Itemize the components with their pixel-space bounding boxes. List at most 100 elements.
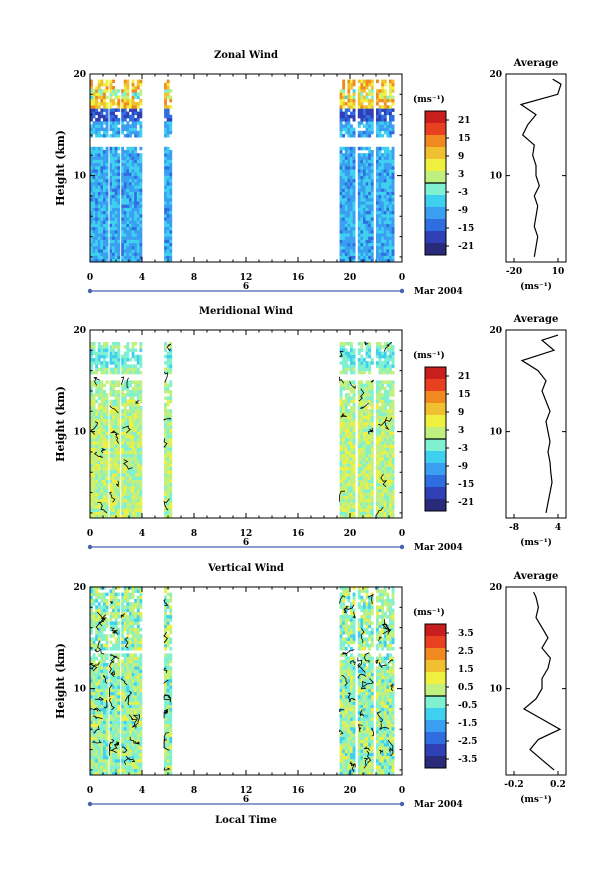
heatmap-cell [368, 258, 372, 263]
heatmap-cell [136, 169, 140, 173]
heatmap-cell [347, 511, 351, 516]
heatmap-cell [347, 444, 351, 448]
heatmap-cell [114, 765, 118, 769]
heatmap-cell [103, 704, 106, 709]
heatmap-cell [391, 114, 395, 119]
heatmap-cell [126, 418, 130, 423]
heatmap-cell [360, 386, 364, 391]
heatmap-cell [92, 759, 96, 763]
heatmap-cell [112, 124, 115, 128]
heatmap-cell [121, 111, 125, 116]
heatmap-cell [131, 489, 135, 493]
heatmap-cell [105, 444, 109, 448]
heatmap-cell [381, 450, 385, 455]
heatmap-cell [363, 230, 366, 234]
heatmap-cell [164, 252, 167, 256]
heatmap-cell [97, 454, 101, 458]
heatmap-cell [365, 345, 369, 349]
heatmap-cell [112, 380, 115, 384]
heatmap-cell [365, 409, 369, 413]
heatmap-cell [95, 178, 99, 183]
heatmap-cell [166, 249, 170, 253]
heatmap-cell [360, 169, 364, 173]
heatmap-cell [350, 415, 353, 420]
heatmap-cell [391, 194, 395, 199]
heatmap-cell [121, 201, 125, 205]
heatmap-cell [92, 743, 96, 747]
heatmap-cell [95, 412, 99, 416]
heatmap-cell [117, 354, 121, 359]
heatmap-cell [378, 223, 382, 228]
heatmap-cell [386, 182, 390, 186]
heatmap-cell [97, 86, 101, 90]
heatmap-cell [368, 249, 372, 253]
heatmap-cell [370, 466, 374, 471]
heatmap-cell [95, 108, 99, 112]
heatmap-cell [350, 194, 353, 199]
heatmap-cell [100, 663, 104, 667]
heatmap-cell [169, 236, 173, 240]
heatmap-cell [97, 188, 101, 192]
heatmap-cell [97, 438, 101, 442]
heatmap-cell [360, 239, 364, 244]
heatmap-cell [97, 182, 101, 186]
heatmap-cell [344, 486, 348, 490]
heatmap-cell [386, 201, 390, 205]
heatmap-cell [350, 489, 353, 493]
heatmap-cell [365, 255, 369, 260]
heatmap-cell [121, 762, 125, 766]
heatmap-cell [352, 210, 356, 215]
heatmap-cell [117, 367, 121, 372]
heatmap-cell [378, 108, 382, 112]
heatmap-cell [164, 153, 167, 157]
heatmap-cell [391, 418, 395, 423]
heatmap-cell [339, 198, 343, 202]
heatmap-cell [368, 495, 372, 500]
heatmap-cell [166, 159, 170, 164]
heatmap-cell [365, 182, 369, 186]
heatmap-cell [90, 675, 93, 680]
heatmap-cell [90, 691, 93, 696]
heatmap-cell [95, 367, 99, 372]
heatmap-cell [350, 159, 353, 164]
heatmap-cell [95, 647, 99, 651]
heatmap-cell [376, 463, 379, 468]
heatmap-cell [386, 98, 390, 103]
heatmap-cell [95, 214, 99, 218]
heatmap-cell [97, 441, 101, 445]
heatmap-cell [114, 711, 118, 715]
heatmap-cell [169, 223, 173, 228]
heatmap-cell [383, 89, 387, 93]
heatmap-cell [90, 627, 93, 632]
heatmap-cell [117, 252, 121, 256]
heatmap-cell [383, 386, 387, 391]
heatmap-cell [169, 169, 173, 173]
heatmap-cell [347, 159, 351, 164]
heatmap-cell [92, 418, 96, 423]
heatmap-cell [95, 230, 99, 234]
heatmap-cell [95, 698, 99, 702]
heatmap-cell [112, 210, 115, 215]
heatmap-cell [365, 511, 369, 516]
heatmap-cell [386, 111, 390, 116]
heatmap-cell [352, 425, 356, 429]
heatmap-cell [365, 210, 369, 215]
heatmap-cell [389, 354, 392, 359]
heatmap-cell [378, 188, 382, 192]
heatmap-cell [92, 454, 96, 458]
heatmap-cell [109, 759, 113, 763]
heatmap-cell [391, 188, 395, 192]
heatmap-cell [339, 150, 343, 154]
heatmap-cell [129, 118, 132, 122]
heatmap-cell [114, 412, 118, 416]
heatmap-cell [169, 364, 173, 368]
heatmap-cell [105, 476, 109, 480]
heatmap-cell [363, 166, 366, 170]
heatmap-cell [100, 444, 104, 448]
heatmap-cell [381, 146, 385, 151]
heatmap-cell [126, 95, 130, 100]
heatmap-cell [131, 239, 135, 244]
heatmap-cell [391, 185, 395, 189]
heatmap-cell [350, 169, 353, 173]
heatmap-cell [95, 169, 99, 173]
